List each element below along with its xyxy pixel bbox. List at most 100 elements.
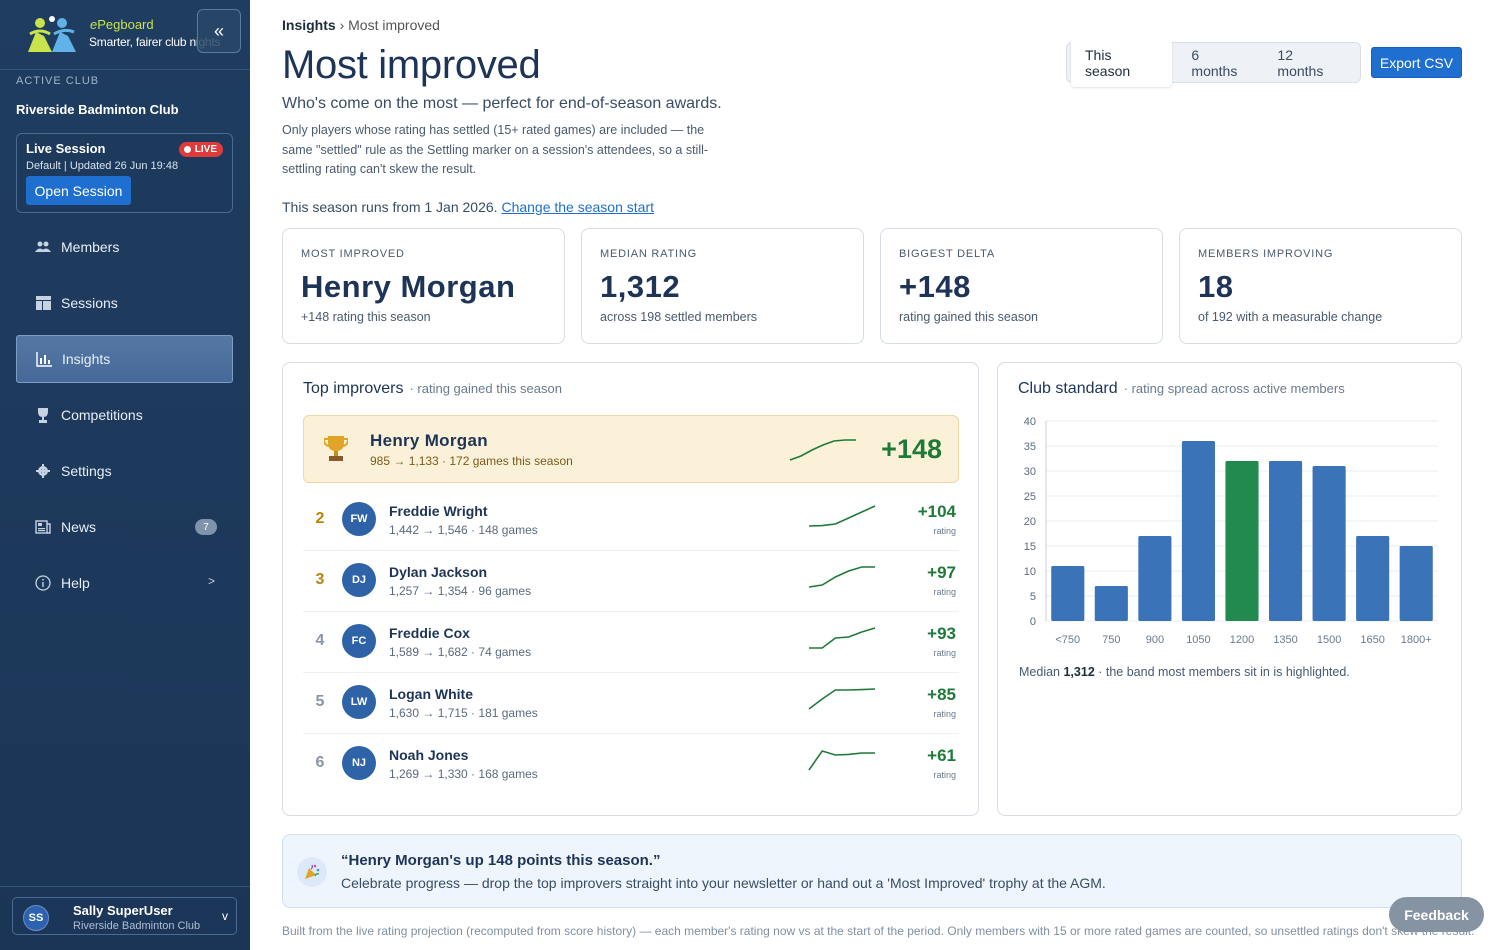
open-session-button[interactable]: Open Session	[26, 176, 131, 205]
bar-1650	[1356, 536, 1390, 621]
rating-delta: +61	[927, 746, 956, 765]
bar-900	[1138, 536, 1172, 621]
stat-note: +148 rating this season	[301, 310, 431, 324]
period-this-season[interactable]: This season	[1071, 38, 1173, 87]
sidebar-item-competitions[interactable]: Competitions	[16, 391, 233, 439]
rank: 3	[315, 571, 325, 588]
y-tick-label: 30	[1024, 466, 1036, 478]
sidebar-item-label: News	[61, 519, 97, 535]
sidebar-item-settings[interactable]: Settings	[16, 447, 233, 495]
avatar: SS	[23, 905, 49, 931]
sparkline	[808, 688, 876, 710]
list-item[interactable]: 4 FC Freddie Cox 1,589 → 1,682 · 74 game…	[303, 612, 959, 673]
y-tick-label: 5	[1030, 591, 1036, 603]
top-improvers-panel: Top improvers · rating gained this season…	[282, 362, 979, 816]
delta-unit: rating	[933, 648, 956, 658]
sparkline-path	[789, 439, 856, 461]
x-tick-label: <750	[1055, 634, 1080, 646]
sidebar-nav: Members Sessions Insights Competitions S…	[16, 223, 233, 615]
info-icon	[34, 574, 52, 592]
player-name: Noah Jones	[389, 747, 469, 763]
player-name: Logan White	[389, 686, 473, 702]
change-season-link[interactable]: Change the season start	[501, 199, 654, 215]
sidebar-item-insights[interactable]: Insights	[16, 335, 233, 383]
bar-750	[1094, 586, 1128, 621]
list-item[interactable]: 6 NJ Noah Jones 1,269 → 1,330 · 168 game…	[303, 734, 959, 795]
sidebar-item-news[interactable]: News 7	[16, 503, 233, 551]
page-note: Only players whose rating has settled (1…	[282, 123, 709, 176]
player-name: Freddie Wright	[389, 503, 488, 519]
sidebar-item-label: Help	[61, 575, 90, 591]
panel-title: Club standard · rating spread across acti…	[1018, 380, 1345, 397]
brand-tagline: Smarter, fairer club nights	[89, 35, 221, 49]
avatar: FW	[342, 502, 376, 536]
stat-card-biggest-delta: BIGGEST DELTA +148 rating gained this se…	[880, 228, 1163, 344]
rank: 6	[315, 754, 325, 771]
sidebar-item-members[interactable]: Members	[16, 223, 233, 271]
feedback-button[interactable]: Feedback	[1389, 897, 1484, 932]
sidebar: ePegboard Smarter, fairer club nights « …	[0, 0, 250, 950]
sidebar-item-label: Members	[61, 239, 120, 255]
rating-distribution-chart: 0 5 10 15 20 25 30 35 40 <750 750 900 1050 1200 1350 15…	[1024, 416, 1438, 646]
bar-1800+	[1399, 546, 1433, 621]
y-tick-label: 20	[1024, 516, 1036, 528]
season-text: This season runs from 1 Jan 2026.	[282, 199, 498, 215]
player-name: Dylan Jackson	[389, 564, 488, 580]
epegboard-logo	[28, 16, 76, 52]
breadcrumb-separator: ›	[339, 17, 345, 33]
collapse-sidebar-button[interactable]: «	[197, 9, 241, 53]
delta-unit: rating	[933, 709, 956, 719]
user-name: Sally SuperUser	[73, 903, 173, 918]
y-tick-label: 15	[1024, 541, 1036, 553]
sidebar-item-sessions[interactable]: Sessions	[16, 279, 233, 327]
stat-note: across 198 settled members	[600, 310, 758, 324]
bar-1500	[1312, 466, 1346, 621]
rank: 5	[315, 693, 325, 710]
x-tick-label: 900	[1146, 634, 1164, 646]
period-12-months[interactable]: 12 months	[1277, 46, 1324, 79]
leader-card[interactable]: Henry Morgan 985 → 1,133 · 172 games thi…	[303, 415, 959, 483]
celebrate-banner: “Henry Morgan's up 148 points this seaso…	[282, 834, 1462, 908]
live-session-card: Live Session LIVE Default | Updated 26 J…	[16, 133, 233, 213]
y-tick-label: 40	[1024, 416, 1036, 428]
delta-unit: rating	[933, 526, 956, 536]
sidebar-item-help[interactable]: Help >	[16, 559, 233, 607]
banner-quote: “Henry Morgan's up 148 points this seaso…	[341, 852, 661, 869]
period-6-months[interactable]: 6 months	[1191, 46, 1238, 79]
sparkline	[809, 627, 876, 649]
avatar: FC	[342, 624, 376, 658]
sidebar-item-label: Insights	[62, 351, 111, 367]
median-value: 1,312	[1063, 665, 1095, 679]
rank: 4	[315, 632, 325, 649]
user-menu[interactable]: SS Sally SuperUser Riverside Badminton C…	[12, 897, 237, 935]
insights-icon	[35, 350, 53, 368]
footnote: Built from the live rating projection (r…	[282, 924, 1475, 938]
sparkline	[808, 750, 875, 771]
avatar: DJ	[342, 563, 376, 597]
live-session-subtitle: Default | Updated 26 Jun 19:48	[26, 160, 179, 172]
list-item[interactable]: 5 LW Logan White 1,630 → 1,715 · 181 gam…	[303, 673, 959, 734]
rating-delta: +93	[927, 624, 956, 643]
player-meta: 1,630 → 1,715 · 181 games	[389, 706, 538, 720]
delta-unit: rating	[933, 770, 956, 780]
period-toggle: This season 6 months 12 months	[1066, 38, 1361, 87]
trophy-icon	[324, 436, 348, 461]
list-item[interactable]: 3 DJ Dylan Jackson 1,257 → 1,354 · 96 ga…	[303, 551, 959, 612]
user-club: Riverside Badminton Club	[73, 920, 201, 932]
sparkline-path	[808, 750, 875, 771]
x-tick-label: 1350	[1273, 634, 1297, 646]
party-popper-icon	[297, 857, 327, 887]
rating-delta: +97	[927, 563, 956, 582]
trophy-icon	[34, 406, 52, 424]
sidebar-item-label: Settings	[61, 463, 112, 479]
breadcrumb-parent[interactable]: Insights	[282, 17, 336, 33]
export-csv-button[interactable]: Export CSV	[1371, 47, 1462, 78]
breadcrumb-current: Most improved	[348, 17, 440, 33]
list-item[interactable]: 2 FW Freddie Wright 1,442 → 1,546 · 148 …	[303, 490, 959, 551]
stat-label: MOST IMPROVED	[301, 248, 405, 260]
panel-subtitle: · rating gained this season	[409, 381, 562, 396]
player-meta: 1,269 → 1,330 · 168 games	[389, 767, 538, 781]
sparkline-path	[808, 566, 875, 588]
x-tick-label: 1800+	[1401, 634, 1432, 646]
bar-1200	[1225, 461, 1259, 621]
